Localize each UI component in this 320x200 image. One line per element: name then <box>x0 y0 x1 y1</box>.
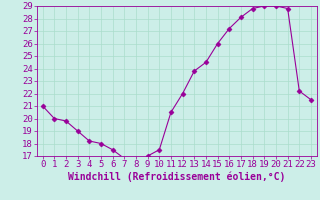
X-axis label: Windchill (Refroidissement éolien,°C): Windchill (Refroidissement éolien,°C) <box>68 172 285 182</box>
